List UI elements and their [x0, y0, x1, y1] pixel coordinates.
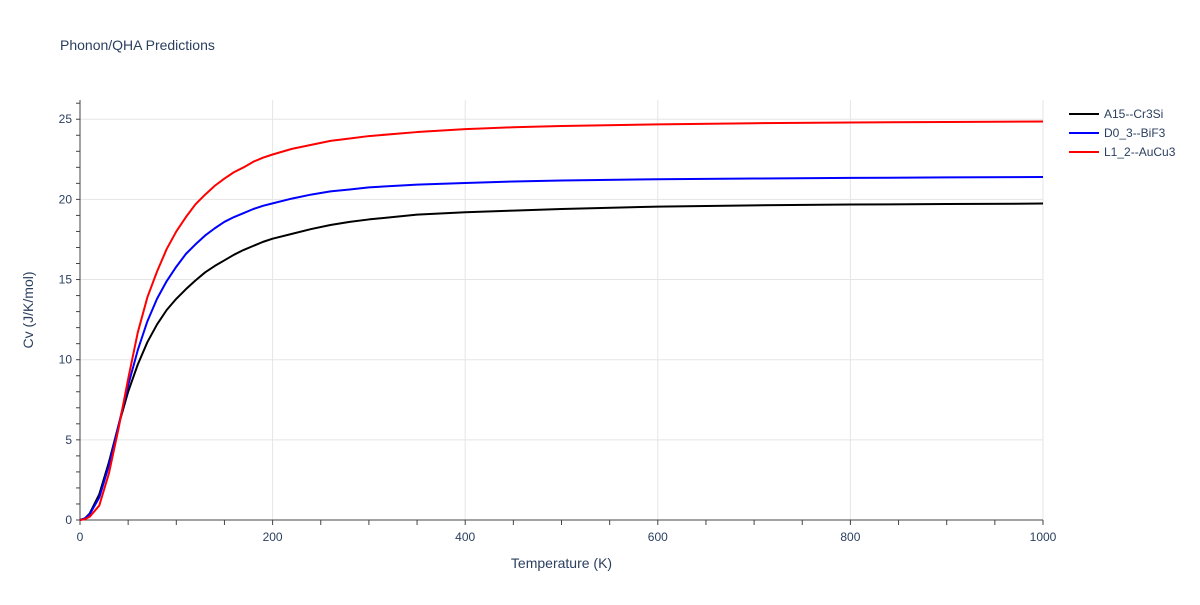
x-tick-label: 0 — [77, 530, 84, 544]
legend-item-2[interactable]: D0_3--BiF3 — [1069, 126, 1166, 140]
legend[interactable]: A15--Cr3Si D0_3--BiF3 L1_2--AuCu3 — [1069, 107, 1176, 159]
chart-title: Phonon/QHA Predictions — [60, 37, 215, 53]
axis-layer — [76, 100, 1044, 525]
x-axis-title: Temperature (K) — [511, 555, 612, 571]
y-tick-label: 25 — [59, 112, 73, 126]
legend-label: L1_2--AuCu3 — [1104, 145, 1176, 159]
series-line-2 — [79, 175, 1044, 521]
grid-layer — [80, 100, 1044, 520]
legend-label: D0_3--BiF3 — [1104, 126, 1166, 140]
x-tick-label: 800 — [840, 530, 860, 544]
x-tick-label: 200 — [263, 530, 283, 544]
series-layer — [79, 120, 1044, 521]
x-tick-label: 400 — [455, 530, 475, 544]
y-tick-label: 10 — [59, 353, 73, 367]
y-tick-label: 0 — [65, 513, 72, 527]
y-tick-label: 20 — [59, 192, 73, 206]
ticks-layer: 0 200 400 600 800 1000 0 5 10 15 20 25 — [59, 112, 1057, 544]
x-tick-label: 600 — [648, 530, 668, 544]
x-tick-label: 1000 — [1030, 530, 1057, 544]
series-line-1 — [79, 202, 1044, 521]
legend-item-1[interactable]: A15--Cr3Si — [1069, 107, 1163, 121]
legend-item-3[interactable]: L1_2--AuCu3 — [1069, 145, 1176, 159]
series-line-3 — [79, 120, 1044, 521]
y-tick-label: 15 — [59, 273, 73, 287]
legend-label: A15--Cr3Si — [1104, 107, 1163, 121]
y-axis-title: Cv (J/K/mol) — [20, 272, 36, 349]
y-tick-label: 5 — [65, 433, 72, 447]
